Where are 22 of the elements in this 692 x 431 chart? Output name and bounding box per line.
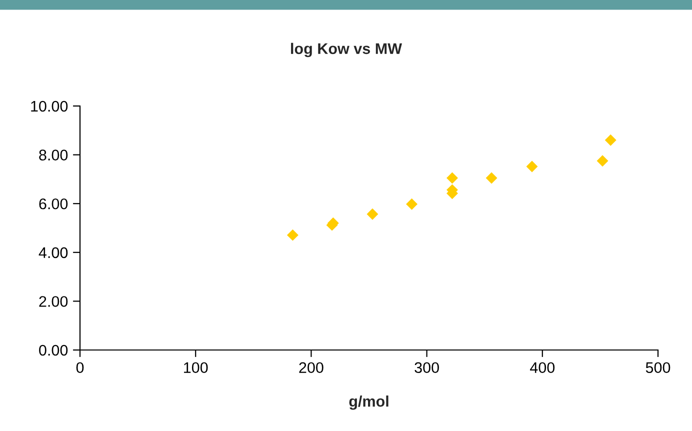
x-tick-label: 300	[414, 362, 439, 374]
point	[446, 172, 458, 184]
x-tick-label: 400	[530, 362, 555, 374]
y-tick-label: 6.00	[39, 198, 68, 210]
chart-title: log Kow vs MW	[291, 42, 402, 58]
point	[596, 155, 608, 167]
point	[366, 208, 378, 220]
point	[604, 134, 616, 146]
point	[286, 229, 298, 241]
x-tick-label: 100	[184, 362, 208, 374]
x-tick-label: 200	[299, 362, 324, 374]
point	[406, 198, 418, 210]
y-tick-label: 10.00	[31, 100, 68, 112]
point	[526, 160, 538, 172]
x-tick-label: 0	[76, 362, 84, 374]
x-axis-title: g/mol	[349, 395, 388, 410]
y-tick-label: 8.00	[39, 150, 68, 160]
point	[486, 172, 498, 184]
x-tick-label: 500	[646, 362, 670, 374]
y-tick-label: 4.00	[38, 247, 68, 258]
y-tick-label: 2.00	[39, 296, 68, 307]
y-tick-label: 0.00	[39, 344, 68, 356]
